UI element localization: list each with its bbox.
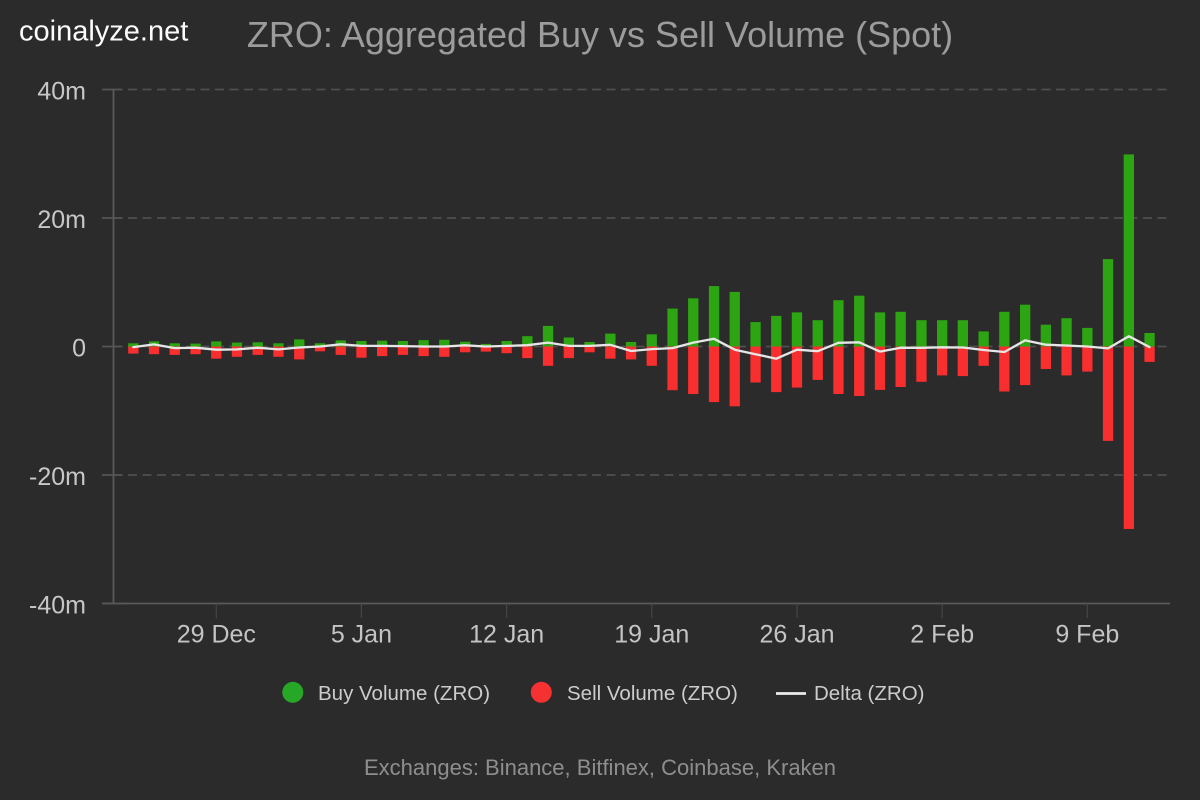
svg-text:Exchanges: Binance, Bitfinex,: Exchanges: Binance, Bitfinex, Coinbase, …: [364, 755, 836, 780]
svg-text:Sell Volume (ZRO): Sell Volume (ZRO): [567, 682, 738, 705]
svg-text:coinalyze.net: coinalyze.net: [19, 16, 188, 48]
svg-text:ZRO: Aggregated Buy vs Sell Vo: ZRO: Aggregated Buy vs Sell Volume (Spot…: [247, 14, 953, 55]
svg-text:-40m: -40m: [29, 592, 86, 620]
svg-text:9 Feb: 9 Feb: [1055, 621, 1119, 649]
svg-text:Delta (ZRO): Delta (ZRO): [814, 682, 924, 705]
svg-text:12 Jan: 12 Jan: [469, 621, 544, 649]
svg-text:5 Jan: 5 Jan: [331, 621, 392, 649]
svg-text:20m: 20m: [37, 206, 86, 234]
svg-text:2 Feb: 2 Feb: [910, 621, 974, 649]
svg-text:-20m: -20m: [29, 463, 86, 491]
svg-text:26 Jan: 26 Jan: [759, 621, 834, 649]
svg-text:19 Jan: 19 Jan: [614, 621, 689, 649]
svg-text:40m: 40m: [37, 78, 86, 106]
svg-text:0: 0: [72, 335, 86, 363]
svg-text:Buy Volume (ZRO): Buy Volume (ZRO): [318, 682, 490, 705]
svg-text:29 Dec: 29 Dec: [177, 621, 256, 649]
